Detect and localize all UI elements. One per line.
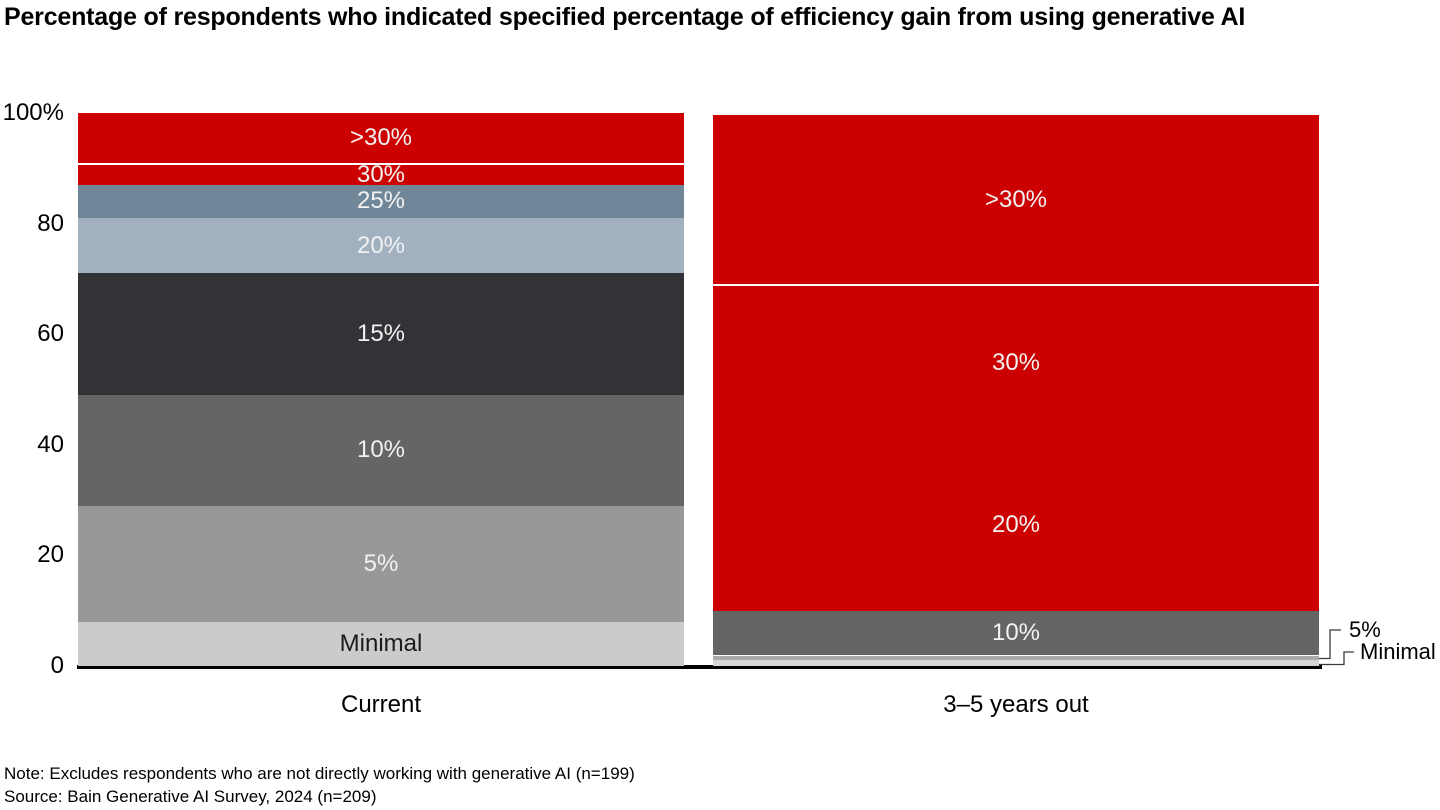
segment-label: 10% [356, 436, 406, 464]
stacked-bar-3-5-years-out: >30% 30% 20% 10% [713, 113, 1319, 666]
y-axis-tick-80: 80 [37, 209, 64, 237]
bar-segment-5pct [713, 654, 1319, 661]
stacked-bar-current: >30% 30% 25% 20% 15% 10% 5% Minimal [78, 113, 684, 666]
segment-label: 10% [991, 618, 1041, 646]
segment-label: 30% [356, 160, 406, 188]
bar-segment-minimal [713, 660, 1319, 666]
segment-label: Minimal [339, 629, 423, 657]
leader-line-minimal [1319, 651, 1354, 666]
bar-segment-5pct: 5% [78, 505, 684, 622]
footnotes: Note: Excludes respondents who are not d… [4, 762, 635, 808]
segment-label: 20% [991, 510, 1041, 538]
segment-label: 5% [363, 549, 399, 577]
bar-segment-10pct: 10% [713, 610, 1319, 655]
leader-line-5pct [1319, 629, 1341, 660]
segment-label: >30% [984, 185, 1048, 213]
segment-label: 25% [356, 187, 406, 215]
y-axis-tick-0: 0 [50, 652, 64, 679]
segment-label: 30% [991, 348, 1041, 376]
bar-segment-minimal: Minimal [78, 621, 684, 666]
bar-segment-15pct: 15% [78, 273, 684, 395]
bar-segment-30pct: 30% [78, 160, 684, 188]
segment-label: >30% [349, 123, 413, 151]
category-label-current: Current [340, 691, 422, 718]
callout-label-minimal: Minimal [1360, 639, 1436, 664]
chart-title: Percentage of respondents who indicated … [4, 3, 1246, 31]
y-axis-tick-40: 40 [37, 430, 64, 458]
note-line: Note: Excludes respondents who are not d… [4, 764, 635, 783]
segment-label: 20% [356, 231, 406, 259]
callout-label-5pct: 5% [1349, 617, 1381, 642]
y-axis-tick-20: 20 [37, 541, 64, 569]
segment-label: 15% [356, 320, 406, 348]
bar-segment-30pct: 30% [713, 284, 1319, 440]
category-label-3-5-years-out: 3–5 years out [943, 691, 1089, 718]
source-line: Source: Bain Generative AI Survey, 2024 … [4, 787, 377, 806]
bar-segment-10pct: 10% [78, 395, 684, 506]
bar-segment-25pct: 25% [78, 184, 684, 219]
bar-segment-20pct: 20% [713, 439, 1319, 611]
x-axis-line [77, 665, 1322, 669]
y-axis-tick-100pct: 100% [2, 99, 64, 126]
bar-segment-gt30pct: >30% [713, 113, 1319, 285]
bar-segment-gt30pct: >30% [78, 113, 684, 163]
y-axis-tick-60: 60 [37, 320, 64, 348]
bar-segment-20pct: 20% [78, 218, 684, 274]
